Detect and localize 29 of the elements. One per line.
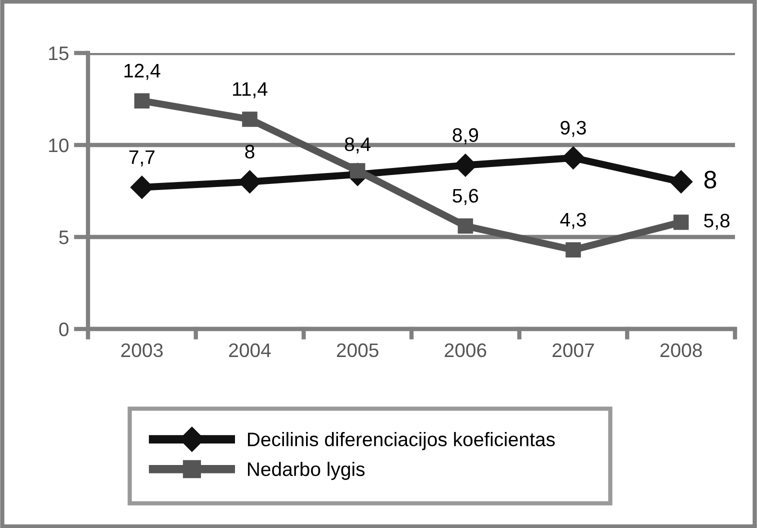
- point: [566, 242, 581, 258]
- point: [134, 93, 150, 108]
- point: [242, 112, 258, 127]
- data-label: 5,6: [452, 188, 478, 205]
- data-label: 8: [704, 170, 716, 189]
- legend-label: Decilinis diferenciacijos koeficientas: [248, 432, 555, 450]
- point: [458, 218, 474, 234]
- x-tick-label: 2006: [444, 343, 486, 358]
- data-label: 8: [245, 144, 254, 159]
- x-tick-label: 2005: [336, 343, 378, 358]
- y-tick-label: 15: [49, 46, 68, 60]
- data-label: 8,4: [344, 137, 371, 154]
- x-tick-label: 2003: [121, 343, 163, 358]
- x-tick-label: 2007: [552, 343, 594, 358]
- y-tick-label: 0: [59, 322, 68, 336]
- data-label: 11,4: [233, 82, 268, 98]
- y-tick-label: 10: [49, 138, 68, 152]
- data-label: 4,3: [560, 212, 586, 229]
- data-label: 9,3: [560, 120, 586, 137]
- y-tick-label: 5: [59, 230, 68, 244]
- data-label: 5,8: [704, 214, 730, 230]
- data-label: 7,7: [129, 150, 154, 166]
- point: [670, 170, 693, 194]
- point: [673, 214, 689, 230]
- legend-label: Nedarbo lygis: [248, 462, 365, 480]
- x-tick-label: 2004: [229, 343, 271, 358]
- x-tick-label: 2008: [660, 343, 702, 358]
- data-label: 12,4: [124, 64, 160, 80]
- data-label: 8,9: [452, 128, 478, 144]
